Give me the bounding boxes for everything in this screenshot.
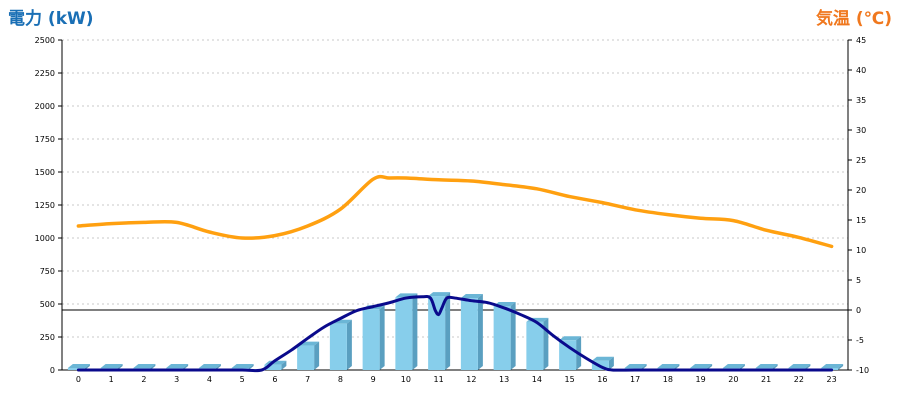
bar-side [346, 319, 352, 370]
x-tick-label: 23 [827, 375, 837, 384]
right-tick-label: 0 [856, 306, 861, 315]
right-tick-label: 10 [856, 246, 866, 255]
x-tick-label: 4 [207, 375, 212, 384]
right-tick-label: 15 [856, 216, 866, 225]
x-tick-label: 2 [141, 375, 146, 384]
bar-top [690, 364, 713, 369]
right-tick-label: 25 [856, 156, 866, 165]
right-tick-label: 45 [856, 36, 866, 45]
x-tick-label: 5 [240, 375, 245, 384]
bar-side [445, 292, 451, 370]
x-tick-label: 12 [466, 375, 476, 384]
right-tick-label: 20 [856, 186, 866, 195]
x-tick-label: 16 [597, 375, 607, 384]
bar-top [657, 364, 680, 369]
left-tick-label: 750 [40, 267, 55, 276]
left-tick-label: 2250 [35, 69, 55, 78]
left-tick-label: 2500 [35, 36, 55, 45]
bar-side [281, 360, 287, 370]
bar-side [477, 294, 483, 370]
left-tick-label: 2000 [35, 102, 55, 111]
bar-top [100, 364, 123, 369]
right-tick-label: -5 [856, 336, 864, 345]
x-tick-label: 21 [761, 375, 771, 384]
bar-top [755, 364, 778, 369]
x-tick-label: 9 [371, 375, 376, 384]
bar-side [412, 293, 418, 370]
bar-top [231, 364, 254, 369]
right-tick-label: 5 [856, 276, 861, 285]
right-tick-label: -10 [856, 366, 869, 375]
temperature-line [76, 174, 834, 249]
left-tick-label: 0 [50, 366, 55, 375]
bar-side [510, 301, 516, 370]
bar-side [838, 364, 844, 370]
bar-top [821, 364, 844, 369]
left-tick-label: 1250 [35, 201, 55, 210]
right-tick-label: 35 [856, 96, 866, 105]
bar-side [248, 364, 254, 370]
x-tick-label: 13 [499, 375, 509, 384]
x-tick-label: 17 [630, 375, 640, 384]
bar-top [133, 364, 156, 369]
x-tick-label: 14 [532, 375, 542, 384]
bar [395, 297, 413, 370]
x-tick-label: 1 [109, 375, 114, 384]
x-tick-label: 20 [728, 375, 738, 384]
x-tick-label: 19 [696, 375, 706, 384]
bar-top [198, 364, 221, 369]
left-tick-label: 1000 [35, 234, 55, 243]
bar-side [314, 341, 320, 370]
bar [67, 368, 85, 370]
x-tick-label: 6 [272, 375, 277, 384]
left-tick-label: 500 [40, 300, 55, 309]
x-tick-label: 3 [174, 375, 179, 384]
right-tick-label: 40 [856, 66, 866, 75]
bar-top [166, 364, 189, 369]
left-tick-label: 250 [40, 333, 55, 342]
bar [297, 345, 315, 370]
x-tick-label: 18 [663, 375, 673, 384]
bar [362, 309, 380, 370]
bar [264, 364, 282, 370]
bar-top [788, 364, 811, 369]
bar [526, 321, 544, 370]
x-tick-label: 15 [565, 375, 575, 384]
bar-top [460, 294, 483, 299]
bar [460, 298, 478, 370]
bar-top [559, 336, 582, 341]
x-tick-label: 22 [794, 375, 804, 384]
x-tick-label: 7 [305, 375, 310, 384]
bar-top [591, 356, 614, 361]
x-tick-label: 0 [76, 375, 81, 384]
bar [428, 296, 446, 370]
bar-top [67, 364, 90, 369]
power-line [76, 295, 834, 373]
bar-side [543, 317, 549, 370]
left-tick-label: 1500 [35, 168, 55, 177]
bar-side [379, 305, 385, 370]
x-tick-label: 8 [338, 375, 343, 384]
left-axis-title: 電力 (kW) [8, 9, 94, 29]
right-tick-label: 30 [856, 126, 866, 135]
bar-top [428, 292, 451, 297]
left-tick-label: 1750 [35, 135, 55, 144]
x-tick-label: 10 [401, 375, 411, 384]
bar [329, 323, 347, 370]
bar-top [624, 364, 647, 369]
bar [493, 305, 511, 370]
bar-top [722, 364, 745, 369]
x-tick-label: 11 [434, 375, 444, 384]
right-axis-title: 気温 (℃) [815, 9, 892, 29]
bar-side [608, 356, 614, 370]
